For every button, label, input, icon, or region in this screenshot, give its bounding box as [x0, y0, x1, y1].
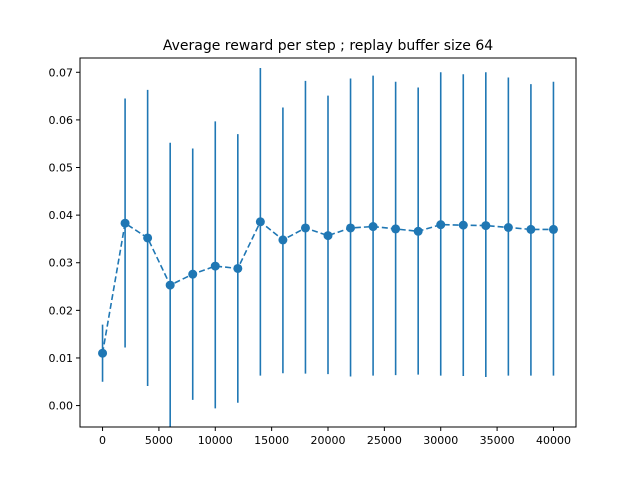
chart-title: Average reward per step ; replay buffer … — [163, 38, 493, 54]
data-point — [346, 223, 356, 233]
x-tick-label: 5000 — [145, 434, 173, 447]
data-point — [368, 222, 378, 232]
data-point — [526, 224, 536, 234]
y-tick-label: 0.07 — [49, 66, 74, 79]
x-tick-label: 0 — [99, 434, 106, 447]
y-tick-label: 0.00 — [49, 400, 74, 413]
data-point — [255, 217, 265, 227]
x-tick-label: 40000 — [536, 434, 571, 447]
data-point — [413, 226, 423, 236]
series-line — [101, 220, 554, 354]
y-tick-label: 0.05 — [49, 162, 74, 175]
series-line-group — [101, 220, 554, 354]
y-tick-label: 0.02 — [49, 304, 74, 317]
data-point — [165, 280, 175, 290]
error-bars — [101, 67, 555, 427]
x-tick-label: 25000 — [367, 434, 402, 447]
data-point — [210, 261, 220, 271]
data-point — [120, 218, 130, 228]
x-tick-label: 10000 — [198, 434, 233, 447]
data-point — [436, 220, 446, 230]
y-tick-label: 0.03 — [49, 257, 74, 270]
y-tick-label: 0.04 — [49, 209, 74, 222]
x-tick-label: 15000 — [254, 434, 289, 447]
data-point — [278, 235, 288, 245]
data-point — [233, 263, 243, 273]
data-point — [143, 233, 153, 243]
x-tick-label: 20000 — [311, 434, 346, 447]
data-point — [481, 221, 491, 231]
x-axis: 0 5000 10000 15000 20000 25000 30000 35000 40000 — [99, 427, 571, 447]
x-tick-label: 30000 — [423, 434, 458, 447]
data-point — [391, 224, 401, 234]
data-point — [98, 348, 108, 358]
data-point — [188, 269, 198, 279]
data-point — [323, 231, 333, 241]
data-points — [98, 217, 558, 358]
y-axis: 0.00 0.01 0.02 0.03 0.04 0.05 0.06 0.07 — [49, 66, 80, 413]
data-point — [458, 220, 468, 230]
x-tick-label: 35000 — [480, 434, 515, 447]
data-point — [300, 223, 310, 233]
data-point — [503, 223, 513, 233]
y-tick-label: 0.01 — [49, 352, 74, 365]
y-tick-label: 0.06 — [49, 114, 74, 127]
data-point — [548, 224, 558, 234]
